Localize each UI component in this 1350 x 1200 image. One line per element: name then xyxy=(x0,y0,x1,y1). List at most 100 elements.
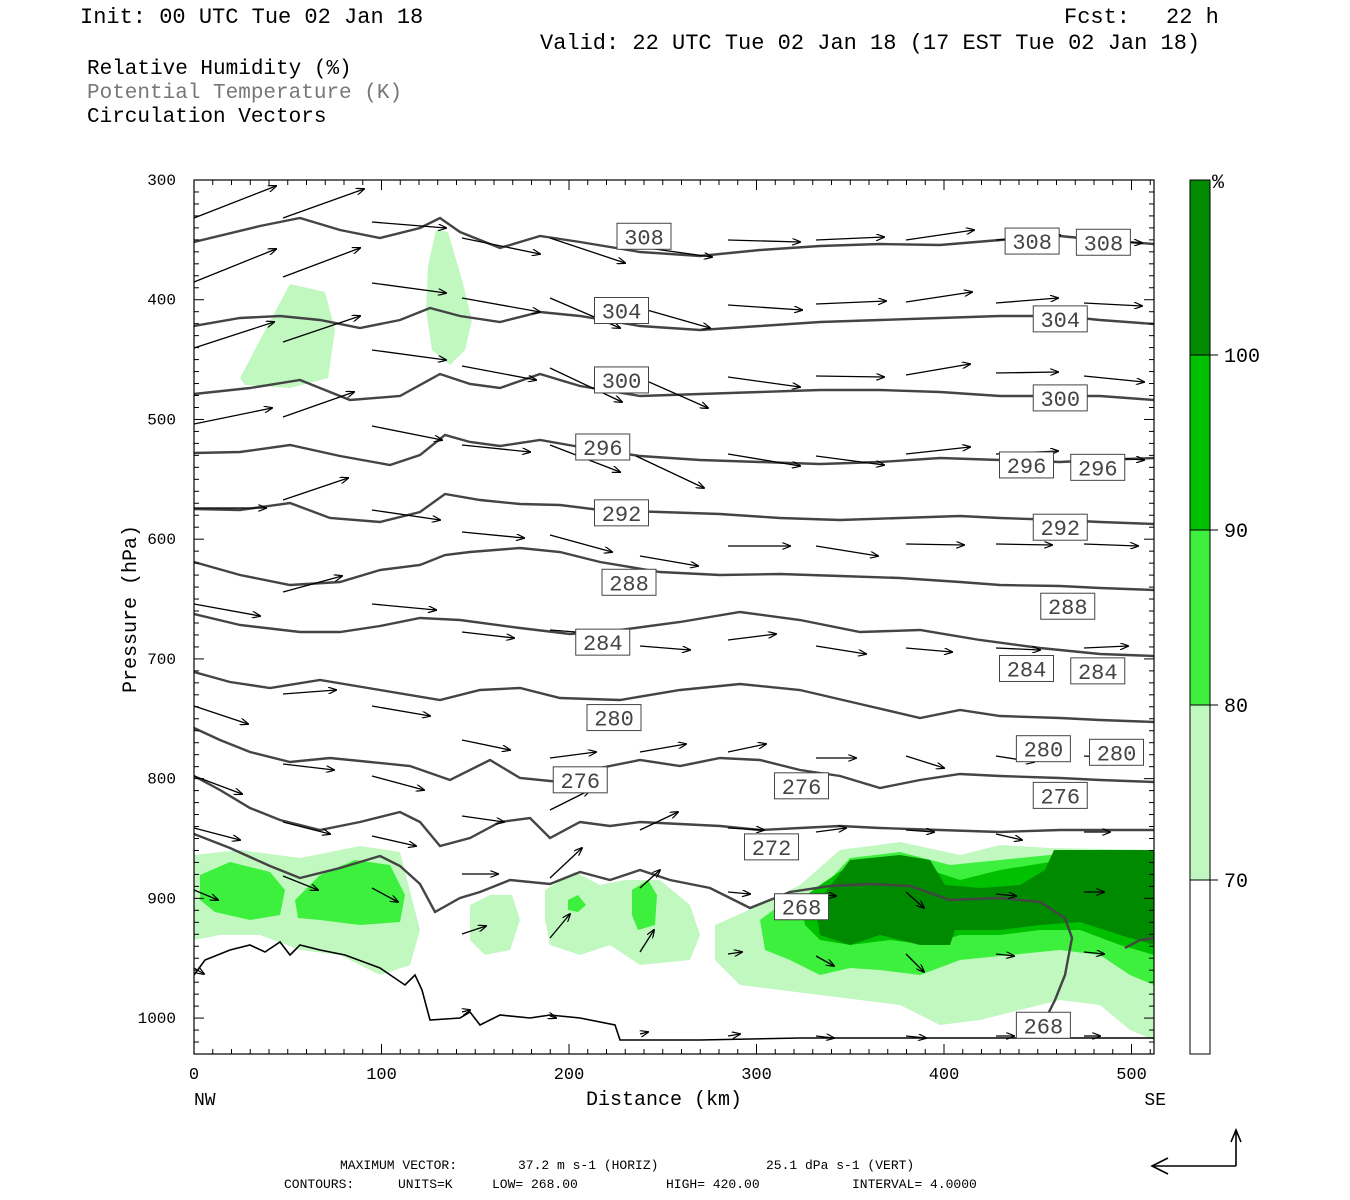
vector xyxy=(995,648,1040,650)
vector xyxy=(549,752,596,759)
vector xyxy=(371,509,440,520)
vector xyxy=(193,705,248,724)
y-tick-label: 800 xyxy=(147,771,176,789)
isentrope-label: 276 xyxy=(552,766,608,795)
vector xyxy=(815,237,884,240)
isentrope-label-box xyxy=(1040,592,1096,620)
y-tick-label: 400 xyxy=(147,292,176,310)
colorbar-band xyxy=(1189,879,1211,1055)
isentrope-label-box xyxy=(575,433,631,461)
vector xyxy=(1083,303,1142,306)
x-tick-label: 200 xyxy=(554,1066,585,1085)
isentrope-label-box xyxy=(1004,227,1060,255)
vector xyxy=(815,828,846,833)
vector xyxy=(905,544,964,545)
isentrope-300 xyxy=(194,372,1154,402)
isentrope-label-box xyxy=(601,568,657,596)
isentrope-label: 268 xyxy=(1015,1011,1071,1040)
isentrope-label-box xyxy=(999,654,1054,682)
vector xyxy=(461,631,514,638)
vector xyxy=(727,240,800,242)
vector xyxy=(193,408,272,425)
isentrope-label-text: 304 xyxy=(1040,309,1080,334)
vector xyxy=(639,307,710,328)
vector xyxy=(815,955,834,966)
vector xyxy=(815,1036,834,1038)
vector xyxy=(193,827,240,840)
isentrope-label: 280 xyxy=(1015,735,1071,764)
y-tick-label: 1000 xyxy=(138,1010,176,1028)
isentrope-label-box xyxy=(1015,1011,1071,1039)
isentrope-label: 304 xyxy=(594,297,649,326)
valid-time: Valid: 22 UTC Tue 02 Jan 18 (17 EST Tue … xyxy=(540,31,1201,56)
isentrope-284 xyxy=(194,610,1154,658)
vector xyxy=(639,645,690,650)
vector xyxy=(461,365,536,380)
isentrope-label-text: 272 xyxy=(752,837,792,862)
isentrope-label: 308 xyxy=(1075,228,1131,257)
isentrope-label: 272 xyxy=(744,833,799,862)
isentrope-label: 268 xyxy=(774,893,829,922)
vector xyxy=(1083,544,1138,546)
isentrope-label-box xyxy=(575,628,631,656)
vector xyxy=(639,555,698,566)
isentrope-label-text: 300 xyxy=(602,370,642,395)
colorbar-band xyxy=(1189,179,1211,356)
footer-interval: INTERVAL= 4.0000 xyxy=(852,1177,977,1192)
reference-vector xyxy=(1150,1127,1242,1175)
vector xyxy=(995,954,1014,956)
vector xyxy=(371,603,436,610)
isentrope-label: 280 xyxy=(1089,738,1144,767)
isentrope-label-box xyxy=(1075,228,1131,256)
isentrope-288 xyxy=(194,546,1154,592)
vector xyxy=(282,821,330,834)
vector xyxy=(1083,375,1144,382)
isentrope-label-text: 284 xyxy=(1078,661,1118,686)
field-relative-humidity: Relative Humidity (%) xyxy=(87,58,352,81)
isentrope-label-text: 276 xyxy=(782,776,822,801)
colorbar-band xyxy=(1189,704,1211,881)
rh-80-region-left xyxy=(200,862,285,920)
vector xyxy=(639,744,686,753)
vector xyxy=(193,889,218,900)
vector xyxy=(462,1010,470,1012)
forecast-label: Fcst: xyxy=(1064,5,1131,30)
vector xyxy=(193,603,260,616)
isentrope-label-box xyxy=(1015,735,1071,763)
vector xyxy=(461,297,540,312)
isentrope-label-box xyxy=(999,451,1054,479)
isentrope-label: 308 xyxy=(616,222,672,251)
isentrope-label-text: 308 xyxy=(1012,231,1052,256)
plot-frame xyxy=(193,179,1155,1055)
vector xyxy=(727,952,742,954)
isentrope-label: 304 xyxy=(1032,305,1088,334)
vector xyxy=(635,455,704,488)
isentrope-label: 300 xyxy=(1032,384,1088,413)
footer-contours-label: CONTOURS: xyxy=(284,1177,355,1192)
vector xyxy=(549,534,612,552)
isentrope-label-text: 284 xyxy=(1007,658,1047,683)
vector xyxy=(727,828,764,830)
init-time: Init: 00 UTC Tue 02 Jan 18 xyxy=(80,5,424,30)
field-circulation-vectors: Circulation Vectors xyxy=(87,106,327,129)
isentrope-label: 276 xyxy=(774,772,829,801)
isentrope-label-box xyxy=(774,772,829,800)
vector xyxy=(727,453,800,466)
vector xyxy=(815,645,866,654)
isentrope-labels: 308 308 308 304 304 300 300 296 296 296 292 292 288 2… xyxy=(552,222,1144,1040)
vector xyxy=(815,376,884,377)
isentrope-label: 284 xyxy=(1070,657,1126,686)
vector xyxy=(727,304,802,310)
isentrope-label: 276 xyxy=(1032,781,1088,810)
isentrope-268 xyxy=(194,832,1074,1031)
isentrope-label-text: 288 xyxy=(1048,596,1088,621)
vector xyxy=(371,775,424,790)
isentrope-label: 308 xyxy=(1004,227,1060,256)
reference-arrow-head-up xyxy=(1230,1127,1242,1143)
footer-units: UNITS=K xyxy=(398,1177,453,1192)
vector xyxy=(371,221,446,228)
isentrope-label-text: 284 xyxy=(583,632,623,657)
vector xyxy=(282,690,336,695)
vector xyxy=(639,870,660,889)
isentrope-label-text: 276 xyxy=(1040,785,1080,810)
